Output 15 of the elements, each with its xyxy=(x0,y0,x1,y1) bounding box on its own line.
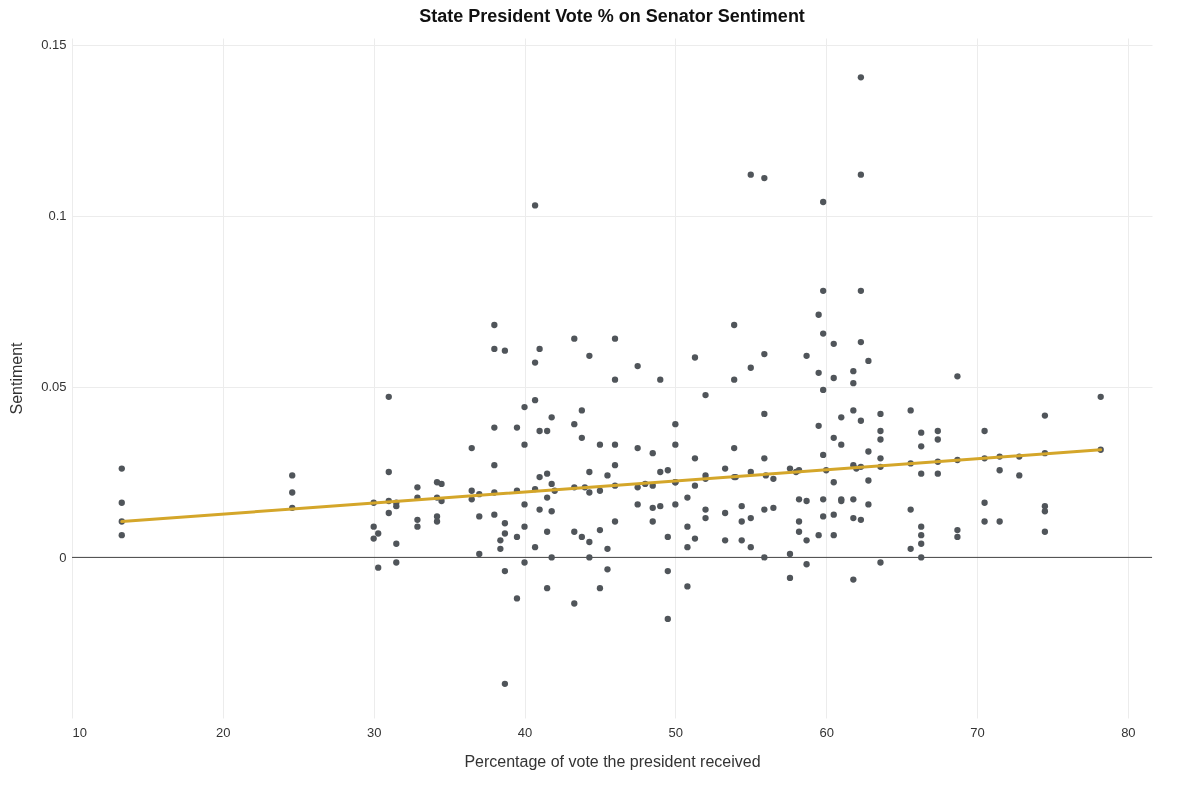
x-tick-label: 40 xyxy=(517,724,533,740)
y-axis-title: Sentiment xyxy=(8,341,26,415)
x-tick-label: 30 xyxy=(366,724,382,740)
x-tick-label: 50 xyxy=(668,724,684,740)
x-tick-label: 60 xyxy=(819,724,834,740)
x-axis-title: Percentage of vote the president received xyxy=(464,752,761,770)
chart-title: State President Vote % on Senator Sentiment xyxy=(419,6,805,26)
y-tick-label: 0.05 xyxy=(41,379,67,395)
y-tick-label: 0.1 xyxy=(48,208,67,224)
x-tick-label: 10 xyxy=(72,724,87,740)
y-tick-label: 0.15 xyxy=(41,37,67,53)
x-tick-label: 80 xyxy=(1121,724,1136,740)
y-tick-label: 0 xyxy=(59,549,67,565)
x-tick-label: 20 xyxy=(216,724,231,740)
x-tick-label: 70 xyxy=(970,724,985,740)
